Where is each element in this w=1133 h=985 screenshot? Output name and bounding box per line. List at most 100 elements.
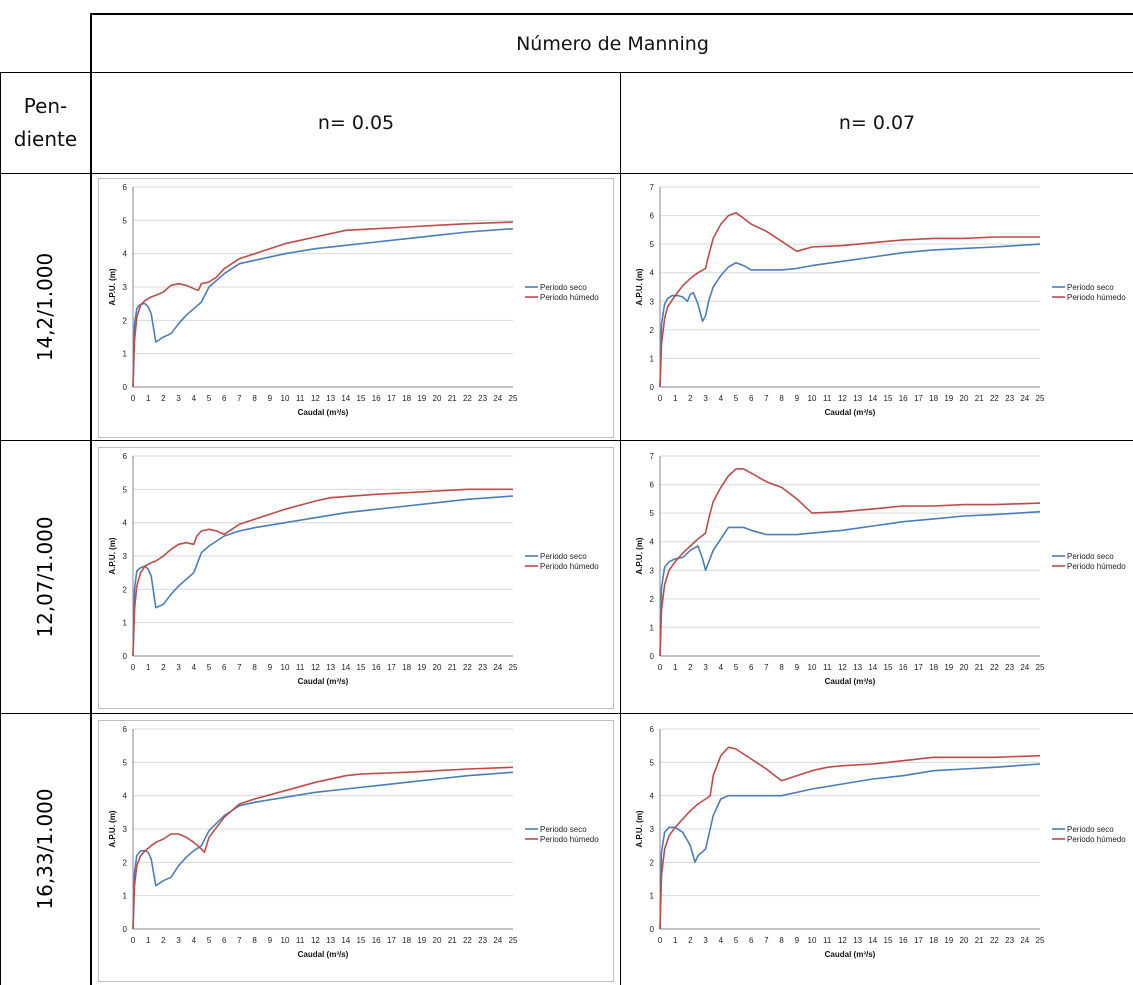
x-tick-label: 5 <box>734 394 739 403</box>
pendiente-label-1: Pen- <box>23 94 68 118</box>
legend-label: Periodo seco <box>540 283 587 292</box>
x-tick-label: 19 <box>417 394 426 403</box>
x-tick-label: 23 <box>1005 394 1014 403</box>
x-tick-label: 9 <box>795 936 800 945</box>
x-tick-label: 16 <box>899 663 908 672</box>
x-tick-label: 13 <box>326 394 335 403</box>
x-tick-label: 16 <box>899 394 908 403</box>
x-tick-label: 4 <box>192 663 197 672</box>
x-tick-label: 12 <box>838 394 847 403</box>
x-tick-label: 22 <box>463 394 472 403</box>
y-tick-label: 0 <box>650 925 655 934</box>
x-tick-label: 11 <box>823 663 832 672</box>
x-tick-label: 25 <box>509 936 518 945</box>
y-tick-label: 5 <box>650 509 655 518</box>
legend-label: Periodo húmedo <box>540 562 599 571</box>
x-tick-label: 24 <box>1020 663 1029 672</box>
y-tick-label: 2 <box>123 316 128 325</box>
x-tick-label: 25 <box>509 663 518 672</box>
legend-label: Periodo húmedo <box>1067 562 1126 571</box>
series-line-humedo <box>659 468 1041 657</box>
border-col1 <box>90 13 92 985</box>
x-tick-label: 18 <box>929 663 938 672</box>
x-tick-label: 2 <box>688 394 693 403</box>
legend-label: Periodo húmedo <box>540 293 599 302</box>
x-tick-label: 22 <box>990 394 999 403</box>
x-tick-label: 0 <box>658 394 663 403</box>
x-tick-label: 13 <box>853 663 862 672</box>
y-tick-label: 2 <box>650 595 655 604</box>
x-tick-label: 3 <box>703 663 708 672</box>
x-tick-label: 8 <box>779 936 784 945</box>
y-tick-label: 7 <box>650 183 655 192</box>
x-tick-label: 2 <box>161 936 166 945</box>
y-tick-label: 6 <box>123 452 128 461</box>
y-tick-label: 5 <box>650 758 655 767</box>
x-tick-label: 11 <box>823 936 832 945</box>
x-tick-label: 8 <box>252 936 257 945</box>
y-tick-label: 3 <box>650 566 655 575</box>
x-tick-label: 17 <box>914 936 923 945</box>
x-tick-label: 14 <box>341 936 350 945</box>
x-tick-label: 14 <box>868 663 877 672</box>
x-tick-label: 15 <box>357 394 366 403</box>
y-tick-label: 4 <box>123 250 128 259</box>
chart-frame <box>98 178 614 438</box>
y-tick-label: 0 <box>123 652 128 661</box>
x-tick-label: 6 <box>749 394 754 403</box>
y-tick-label: 0 <box>123 383 128 392</box>
x-tick-label: 23 <box>478 394 487 403</box>
x-tick-label: 0 <box>131 663 136 672</box>
x-tick-label: 7 <box>764 936 769 945</box>
y-axis-title: A.P.U. (m) <box>635 537 644 575</box>
x-tick-label: 3 <box>176 394 181 403</box>
x-tick-label: 5 <box>207 663 212 672</box>
series-line-seco <box>659 763 1041 930</box>
x-tick-label: 5 <box>734 663 739 672</box>
x-axis-title: Caudal (m³/s) <box>825 950 876 959</box>
x-tick-label: 3 <box>703 936 708 945</box>
legend-label: Periodo seco <box>540 552 587 561</box>
x-tick-label: 2 <box>688 936 693 945</box>
y-tick-label: 4 <box>650 792 655 801</box>
y-tick-label: 1 <box>650 354 655 363</box>
y-tick-label: 6 <box>123 725 128 734</box>
legend-label: Periodo húmedo <box>1067 293 1126 302</box>
chart-frame <box>98 720 614 982</box>
x-tick-label: 4 <box>719 394 724 403</box>
x-tick-label: 18 <box>402 936 411 945</box>
x-tick-label: 16 <box>372 663 381 672</box>
manning-header: Número de Manning <box>516 32 709 55</box>
y-tick-label: 1 <box>650 892 655 901</box>
x-tick-label: 9 <box>268 394 273 403</box>
x-tick-label: 24 <box>1020 394 1029 403</box>
series-line-humedo <box>659 211 1040 388</box>
y-tick-label: 6 <box>650 725 655 734</box>
x-tick-label: 13 <box>853 936 862 945</box>
series-line-humedo <box>132 221 514 388</box>
x-tick-label: 24 <box>1020 936 1029 945</box>
x-tick-label: 21 <box>975 663 984 672</box>
x-tick-label: 5 <box>207 936 212 945</box>
x-tick-label: 10 <box>281 936 290 945</box>
x-tick-label: 15 <box>357 663 366 672</box>
row-label-1: 14,2/1.000 <box>33 252 57 362</box>
x-tick-label: 17 <box>914 394 923 403</box>
series-line-seco <box>132 227 514 388</box>
x-tick-label: 0 <box>658 663 663 672</box>
x-tick-label: 7 <box>764 663 769 672</box>
x-tick-label: 13 <box>853 394 862 403</box>
x-tick-label: 3 <box>176 936 181 945</box>
x-tick-label: 0 <box>658 936 663 945</box>
x-tick-label: 4 <box>192 936 197 945</box>
y-tick-label: 0 <box>650 383 655 392</box>
x-tick-label: 8 <box>252 663 257 672</box>
x-tick-label: 12 <box>311 394 320 403</box>
x-tick-label: 11 <box>296 394 305 403</box>
x-tick-label: 1 <box>673 936 678 945</box>
x-tick-label: 0 <box>131 394 136 403</box>
